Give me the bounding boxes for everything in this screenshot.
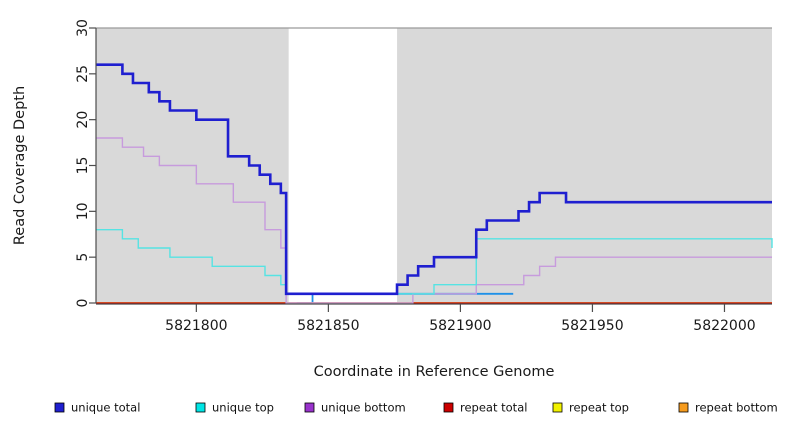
x-tick-label: 5821800 (165, 318, 227, 334)
legend-label-unique-bottom[interactable]: unique bottom (321, 401, 406, 415)
series-unique-total (96, 63, 772, 296)
x-tick-label: 5822000 (693, 318, 755, 334)
legend-swatch-unique-top[interactable] (195, 402, 206, 413)
y-tick-label: 10 (75, 202, 91, 220)
series-unique-bottom (96, 137, 772, 304)
legend-label-repeat-top[interactable]: repeat top (569, 401, 629, 415)
x-tick-label: 5821850 (297, 318, 359, 334)
y-axis-title: Read Coverage Depth (12, 86, 28, 245)
legend-swatch-unique-bottom[interactable] (304, 402, 315, 413)
y-tick-label: 20 (75, 111, 91, 129)
x-tick-label: 5821900 (429, 318, 491, 334)
y-tick-label: 30 (75, 19, 91, 37)
region-uncovered-gap (288, 28, 398, 303)
legend-swatch-unique-total[interactable] (54, 402, 65, 413)
legend-label-unique-top[interactable]: unique top (212, 401, 274, 415)
legend-label-repeat-bottom[interactable]: repeat bottom (695, 401, 778, 415)
y-tick-label: 5 (75, 253, 91, 262)
legend-swatch-repeat-top[interactable] (552, 402, 563, 413)
legend-label-repeat-total[interactable]: repeat total (460, 401, 527, 415)
legend-swatch-repeat-bottom[interactable] (678, 402, 689, 413)
legend-swatch-repeat-total[interactable] (443, 402, 454, 413)
x-axis-title: Coordinate in Reference Genome (314, 364, 555, 380)
region-covered-right (397, 28, 772, 303)
x-tick-label: 5821950 (561, 318, 623, 334)
y-tick-label: 15 (75, 157, 91, 175)
y-tick-label: 0 (75, 299, 91, 308)
y-tick-label: 25 (75, 65, 91, 83)
legend-label-unique-total[interactable]: unique total (71, 401, 140, 415)
